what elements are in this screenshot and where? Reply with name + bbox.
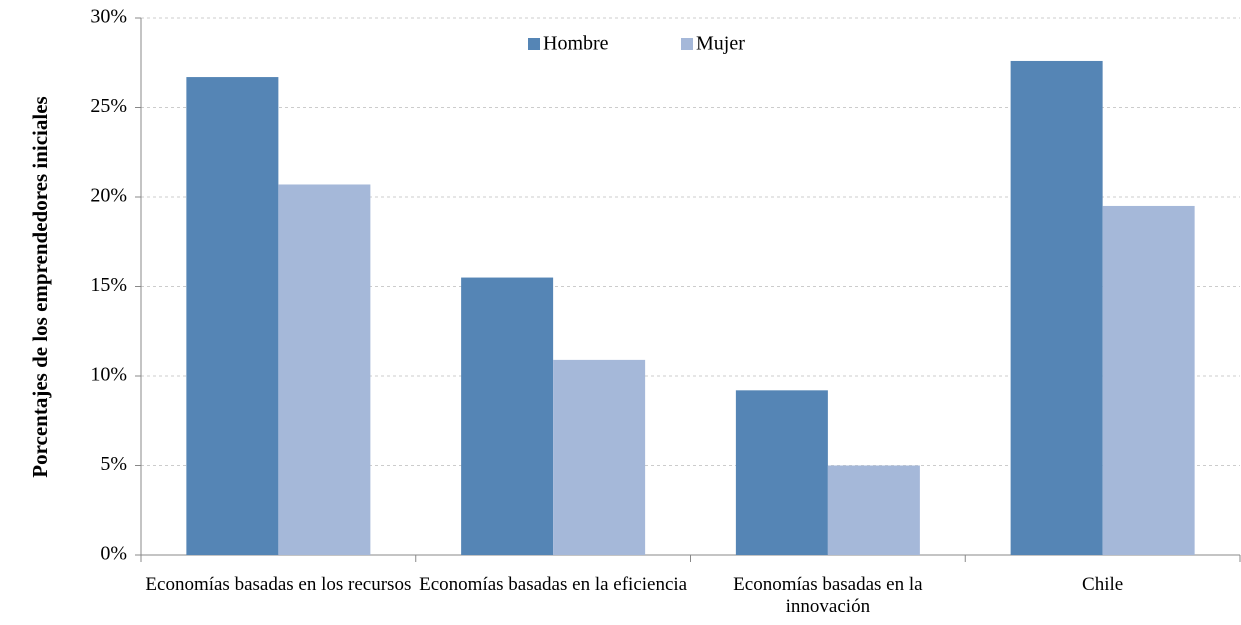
x-tick-label: Chile bbox=[1082, 574, 1124, 595]
bar bbox=[553, 359, 646, 555]
legend-label: Hombre bbox=[543, 33, 609, 55]
bar bbox=[1010, 60, 1103, 556]
y-tick-label: 5% bbox=[100, 453, 127, 475]
y-tick-label: 10% bbox=[90, 364, 127, 386]
legend-swatch bbox=[681, 38, 693, 50]
bar bbox=[278, 184, 371, 555]
y-tick-label: 20% bbox=[90, 185, 127, 207]
y-tick-label: 0% bbox=[100, 543, 127, 565]
y-tick-label: 30% bbox=[90, 6, 127, 28]
bar bbox=[827, 465, 920, 555]
legend-swatch bbox=[528, 38, 540, 50]
x-tick-label: Economías basadas en la eficiencia bbox=[419, 574, 688, 595]
x-tick-label: Economías basadas en la innovación bbox=[733, 574, 923, 617]
bar bbox=[461, 277, 554, 555]
bar bbox=[1102, 205, 1195, 555]
y-axis-label: Porcentajes de los emprendedores inicial… bbox=[28, 96, 52, 477]
bar bbox=[735, 390, 828, 555]
y-tick-label: 15% bbox=[90, 274, 127, 296]
legend-label: Mujer bbox=[696, 33, 745, 55]
x-tick-label: Economías basadas en los recursos bbox=[145, 574, 412, 595]
y-tick-label: 25% bbox=[90, 95, 127, 117]
bar bbox=[186, 77, 279, 555]
